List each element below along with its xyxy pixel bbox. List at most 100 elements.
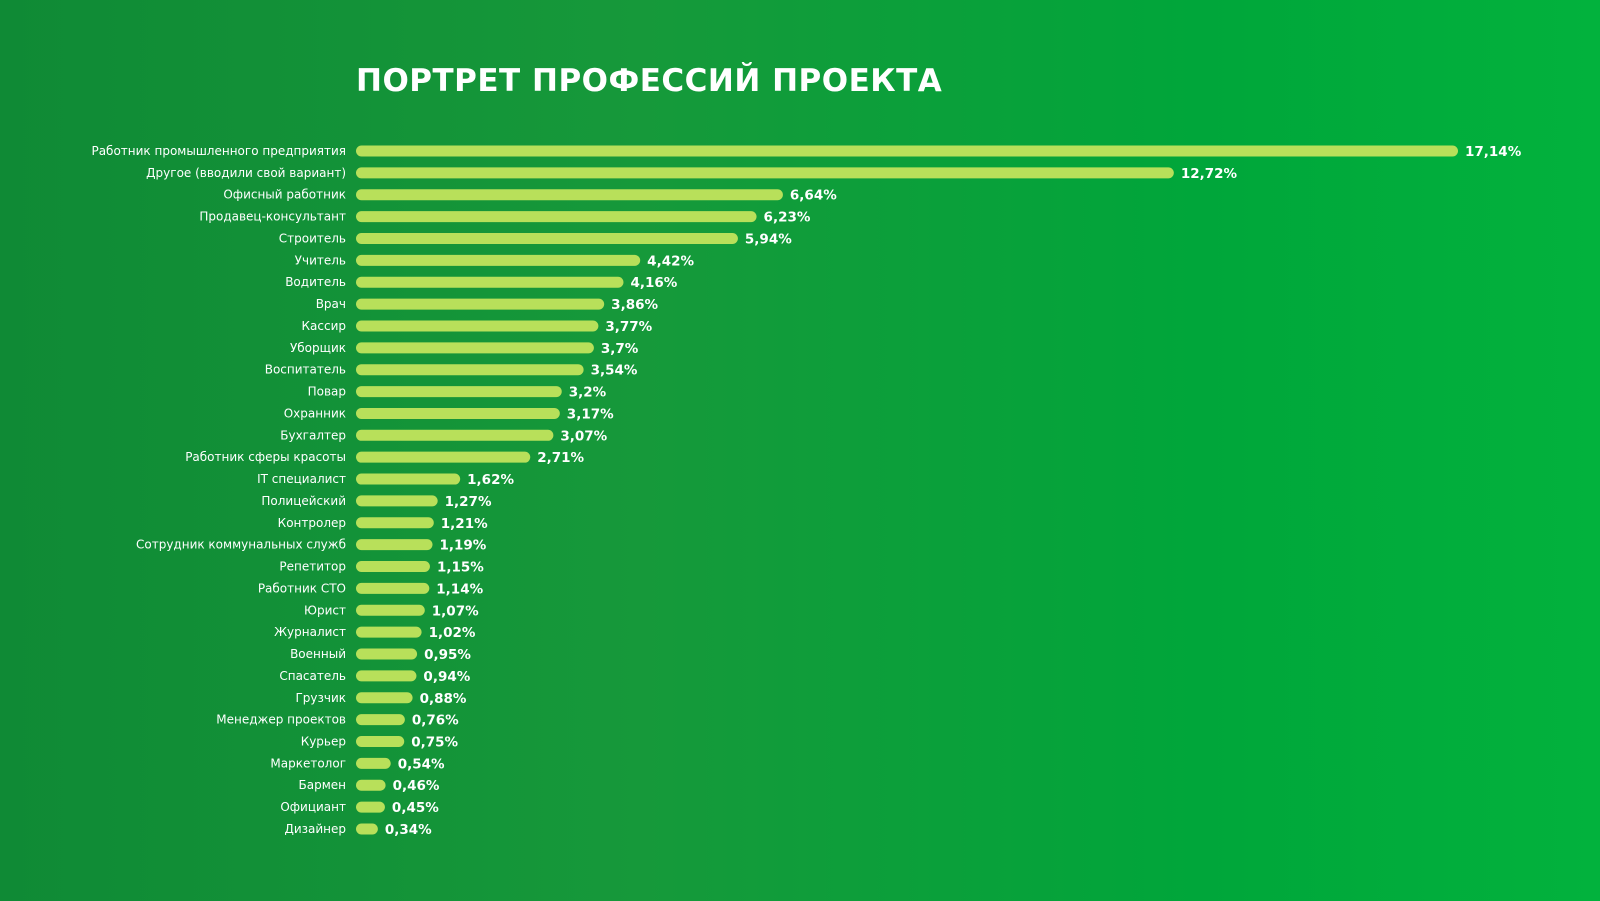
bar xyxy=(356,298,605,310)
value-label: 3,7% xyxy=(601,341,639,357)
category-label: Повар xyxy=(308,385,346,399)
category-label: Официант xyxy=(280,800,346,814)
category-label: Водитель xyxy=(285,275,346,289)
category-label: Другое (вводили свой вариант) xyxy=(146,166,346,180)
value-label: 0,45% xyxy=(392,800,439,816)
bar xyxy=(356,735,405,747)
value-label: 0,88% xyxy=(420,691,467,707)
value-label: 1,14% xyxy=(436,581,483,597)
category-label: Дизайнер xyxy=(284,822,346,836)
bar xyxy=(356,364,584,376)
value-label: 12,72% xyxy=(1181,166,1238,182)
category-labels-layer: Работник промышленного предприятия Другое… xyxy=(91,144,346,836)
value-label: 1,19% xyxy=(440,538,487,554)
category-label: IT специалист xyxy=(257,472,346,486)
value-label: 1,15% xyxy=(437,560,484,576)
value-label: 4,42% xyxy=(647,253,694,269)
category-label: Воспитатель xyxy=(265,363,346,377)
value-label: 1,62% xyxy=(467,472,514,488)
bar xyxy=(356,495,438,507)
value-label: 0,54% xyxy=(398,756,445,772)
bar xyxy=(356,232,738,244)
bar xyxy=(356,473,461,485)
category-label: Спасатель xyxy=(279,669,346,683)
category-label: Учитель xyxy=(295,253,346,267)
page-title: ПОРТРЕТ ПРОФЕССИЙ ПРОЕКТА xyxy=(356,63,943,99)
value-label: 3,2% xyxy=(569,385,607,401)
value-label: 0,46% xyxy=(393,778,440,794)
value-label: 3,07% xyxy=(560,428,607,444)
bar xyxy=(356,779,386,791)
category-label: Офисный работник xyxy=(223,188,346,202)
bar xyxy=(356,604,425,616)
bar xyxy=(356,386,562,398)
bar xyxy=(356,429,554,441)
bar xyxy=(356,757,391,769)
bar xyxy=(356,342,594,354)
value-labels-layer: 17,14% 12,72% 6,64% 6,23% 5,94% 4,42% 4,16% 3,8… xyxy=(385,144,1522,838)
category-label: Менеджер проектов xyxy=(216,713,346,727)
bar xyxy=(356,211,757,223)
bar xyxy=(356,582,430,594)
category-label: Работник промышленного предприятия xyxy=(91,144,346,158)
category-label: Продавец-консультант xyxy=(199,210,346,224)
category-label: Юрист xyxy=(304,603,346,617)
category-label: Репетитор xyxy=(279,560,346,574)
category-label: Военный xyxy=(290,647,346,661)
value-label: 0,34% xyxy=(385,822,432,838)
value-label: 0,75% xyxy=(411,734,458,750)
bar xyxy=(356,692,413,704)
category-label: Врач xyxy=(316,297,346,311)
value-label: 6,64% xyxy=(790,188,837,204)
value-label: 1,07% xyxy=(432,603,479,619)
category-label: Строитель xyxy=(279,231,346,245)
category-label: Уборщик xyxy=(290,341,346,355)
value-label: 0,76% xyxy=(412,713,459,729)
bar xyxy=(356,189,783,201)
category-label: Работник СТО xyxy=(258,581,346,595)
category-label: Журналист xyxy=(274,625,346,639)
value-label: 1,27% xyxy=(445,494,492,510)
bar xyxy=(356,648,418,660)
value-label: 5,94% xyxy=(745,231,792,247)
category-label: Маркетолог xyxy=(270,756,346,770)
value-label: 0,94% xyxy=(423,669,470,685)
bar xyxy=(356,167,1174,179)
bar xyxy=(356,539,433,551)
category-label: Контролер xyxy=(278,516,346,530)
bar xyxy=(356,823,378,835)
bars-layer xyxy=(356,145,1458,835)
bar xyxy=(356,451,531,463)
value-label: 17,14% xyxy=(1465,144,1522,160)
bar xyxy=(356,320,599,332)
value-label: 1,02% xyxy=(429,625,476,641)
category-label: Грузчик xyxy=(295,691,346,705)
bar xyxy=(356,276,624,288)
bar xyxy=(356,801,385,813)
value-label: 3,17% xyxy=(567,406,614,422)
category-label: Курьер xyxy=(301,734,346,748)
bar xyxy=(356,626,422,638)
bar xyxy=(356,145,1458,157)
bar xyxy=(356,254,641,266)
value-label: 6,23% xyxy=(764,210,811,226)
category-label: Сотрудник коммунальных служб xyxy=(136,538,346,552)
bar xyxy=(356,407,560,419)
category-label: Охранник xyxy=(284,406,346,420)
category-label: Бухгалтер xyxy=(280,428,346,442)
value-label: 3,54% xyxy=(591,363,638,379)
bar xyxy=(356,561,430,573)
value-label: 2,71% xyxy=(537,450,584,466)
category-label: Полицейский xyxy=(261,494,346,508)
bar xyxy=(356,714,405,726)
value-label: 3,86% xyxy=(611,297,658,313)
value-label: 0,95% xyxy=(424,647,471,663)
bar xyxy=(356,670,417,682)
value-label: 3,77% xyxy=(605,319,652,335)
value-label: 1,21% xyxy=(441,516,488,532)
category-label: Кассир xyxy=(302,319,346,333)
value-label: 4,16% xyxy=(630,275,677,291)
category-label: Бармен xyxy=(299,778,346,792)
bar xyxy=(356,517,434,529)
